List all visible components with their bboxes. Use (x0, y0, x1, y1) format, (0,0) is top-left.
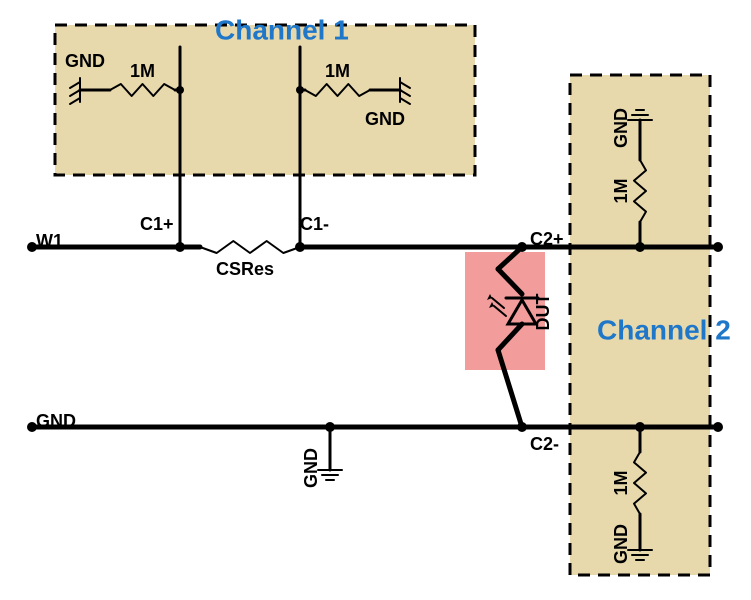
node-w1: W1 (36, 231, 63, 251)
res-1m-label: 1M (611, 470, 631, 495)
res-1m-label: 1M (130, 61, 155, 81)
gnd-label: GND (365, 109, 405, 129)
res-1m-label: 1M (611, 178, 631, 203)
gnd-label-mid: GND (301, 448, 321, 488)
node-gnd-left: GND (36, 411, 76, 431)
gnd-label: GND (611, 108, 631, 148)
node-label: C2- (530, 434, 559, 454)
csres-label: CSRes (216, 259, 274, 279)
channel2-title: Channel 2 (597, 314, 731, 345)
node-label: C1+ (140, 214, 174, 234)
node-label: C1- (300, 214, 329, 234)
channel1-box: Channel 1 (55, 14, 475, 175)
dut-label: DUT (533, 294, 553, 331)
gnd-label: GND (65, 51, 105, 71)
node-label: C2+ (530, 229, 564, 249)
channel1-title: Channel 1 (215, 14, 349, 45)
res-1m-label: 1M (325, 61, 350, 81)
channel2-box: Channel 2 (570, 75, 731, 575)
gnd-label: GND (611, 524, 631, 564)
